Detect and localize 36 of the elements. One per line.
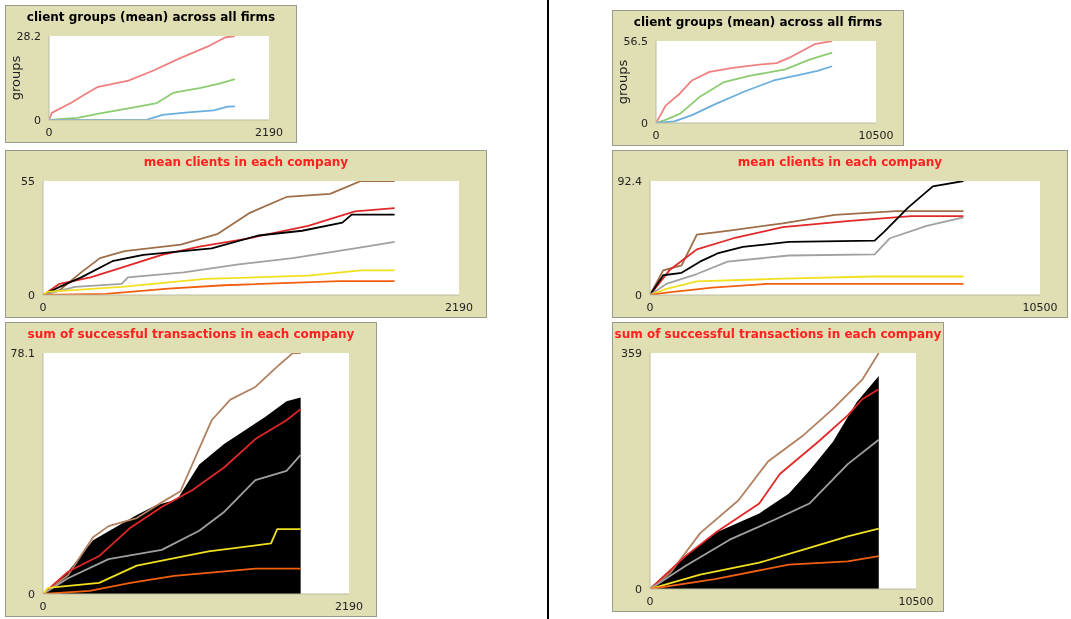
x-tick-label: 10500 [858, 128, 894, 142]
chart-title: sum of successful transactions in each company [613, 326, 943, 343]
x-tick-label: 0 [652, 128, 660, 142]
x-tick-label: 2190 [255, 125, 283, 139]
x-tick-label: 2190 [445, 300, 473, 314]
x-tick-label: 0 [45, 125, 53, 139]
line-series [650, 275, 965, 295]
y-axis-title: groups [614, 59, 630, 105]
line-series [49, 36, 236, 120]
x-tick-label: 10500 [898, 594, 934, 608]
y-axis-title: groups [7, 55, 23, 101]
line-series [650, 181, 965, 295]
chart-title: mean clients in each company [736, 154, 944, 171]
y-tick-label: 0 [635, 582, 642, 596]
line-series [650, 438, 880, 589]
chart-title: client groups (mean) across all firms [25, 9, 277, 26]
y-tick-label: 78.1 [10, 346, 35, 360]
x-tick-label: 10500 [1022, 300, 1058, 314]
line-series [43, 241, 396, 295]
line-series [43, 528, 302, 594]
line-series [650, 527, 880, 589]
chart-title: mean clients in each company [142, 154, 350, 171]
y-tick-label: 92.4 [617, 174, 642, 188]
y-tick-label: 0 [28, 288, 35, 302]
y-tick-label: 359 [621, 346, 642, 360]
y-tick-label: 28.2 [16, 29, 41, 43]
y-tick-label: 0 [641, 116, 648, 130]
chart-title: client groups (mean) across all firms [632, 14, 884, 31]
line-series [43, 453, 302, 594]
y-tick-label: 0 [34, 113, 41, 127]
chart-title: sum of successful transactions in each company [26, 326, 356, 343]
x-tick-label: 2190 [335, 599, 363, 613]
y-tick-label: 55 [21, 174, 35, 188]
line-series [43, 269, 396, 295]
y-tick-label: 0 [635, 288, 642, 302]
y-tick-label: 56.5 [623, 34, 648, 48]
